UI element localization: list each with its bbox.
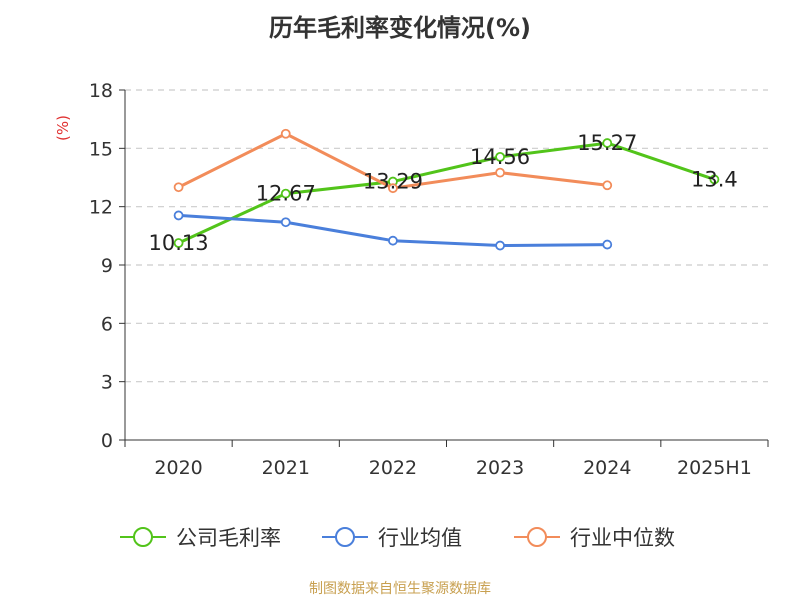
data-label: 13.4 xyxy=(691,167,738,191)
legend-label-2: 行业中位数 xyxy=(570,526,675,550)
x-tick-label: 2022 xyxy=(369,457,417,479)
x-tick-label: 2025H1 xyxy=(677,457,752,479)
y-tick-label: 3 xyxy=(101,372,113,394)
legend-label-0: 公司毛利率 xyxy=(176,526,281,550)
series-point-0 xyxy=(173,238,184,248)
series-point-0 xyxy=(709,174,720,185)
y-axis-label: (%) xyxy=(54,115,72,141)
data-label: 13.29 xyxy=(363,170,423,194)
series-line-0 xyxy=(177,141,715,245)
series-point-0 xyxy=(495,151,505,162)
legend: 公司毛利率 行业均值 行业中位数 xyxy=(120,526,675,550)
x-tick-label: 2024 xyxy=(583,457,631,479)
series-point-2 xyxy=(602,180,613,191)
series-point-1 xyxy=(280,217,291,228)
series-point-2 xyxy=(280,128,291,139)
series-point-0 xyxy=(602,138,613,148)
axes: 0 3 6 9 12 15 18 2020 2021 2022 2023 2024 2025H1 (%) xyxy=(54,80,769,479)
y-tick-label: 0 xyxy=(101,430,113,452)
y-tick-label: 6 xyxy=(101,313,113,335)
series-point-1 xyxy=(495,240,505,251)
y-tick-label: 9 xyxy=(101,255,113,277)
x-tick-label: 2021 xyxy=(262,457,310,479)
series-point-2 xyxy=(173,182,184,193)
series-lines xyxy=(173,128,720,251)
x-tick-label: 2020 xyxy=(154,457,202,479)
series-point-1 xyxy=(388,235,398,246)
data-label: 15.27 xyxy=(577,131,637,155)
y-tick-label: 12 xyxy=(89,197,113,219)
chart-title: 历年毛利率变化情况(%) xyxy=(269,14,531,42)
y-tick-label: 15 xyxy=(89,138,113,160)
y-tick-label: 18 xyxy=(89,80,113,102)
footer-source: 制图数据来自恒生聚源数据库 xyxy=(309,581,491,597)
data-label: 12.67 xyxy=(256,182,316,206)
series-point-1 xyxy=(602,239,613,250)
data-label: 10.13 xyxy=(149,231,209,255)
series-point-2 xyxy=(495,167,505,178)
series-point-2 xyxy=(388,183,398,194)
legend-marker-0 xyxy=(133,527,153,547)
x-tick-label: 2023 xyxy=(476,457,524,479)
data-label: 14.56 xyxy=(470,145,530,169)
grid-lines xyxy=(125,89,768,383)
legend-marker-2 xyxy=(527,527,547,547)
legend-marker-1 xyxy=(335,527,355,547)
legend-label-1: 行业均值 xyxy=(378,526,462,550)
data-labels: 10.13 12.67 13.29 14.56 15.27 13.4 xyxy=(149,131,738,255)
series-point-1 xyxy=(173,210,184,221)
series-point-0 xyxy=(280,188,291,199)
